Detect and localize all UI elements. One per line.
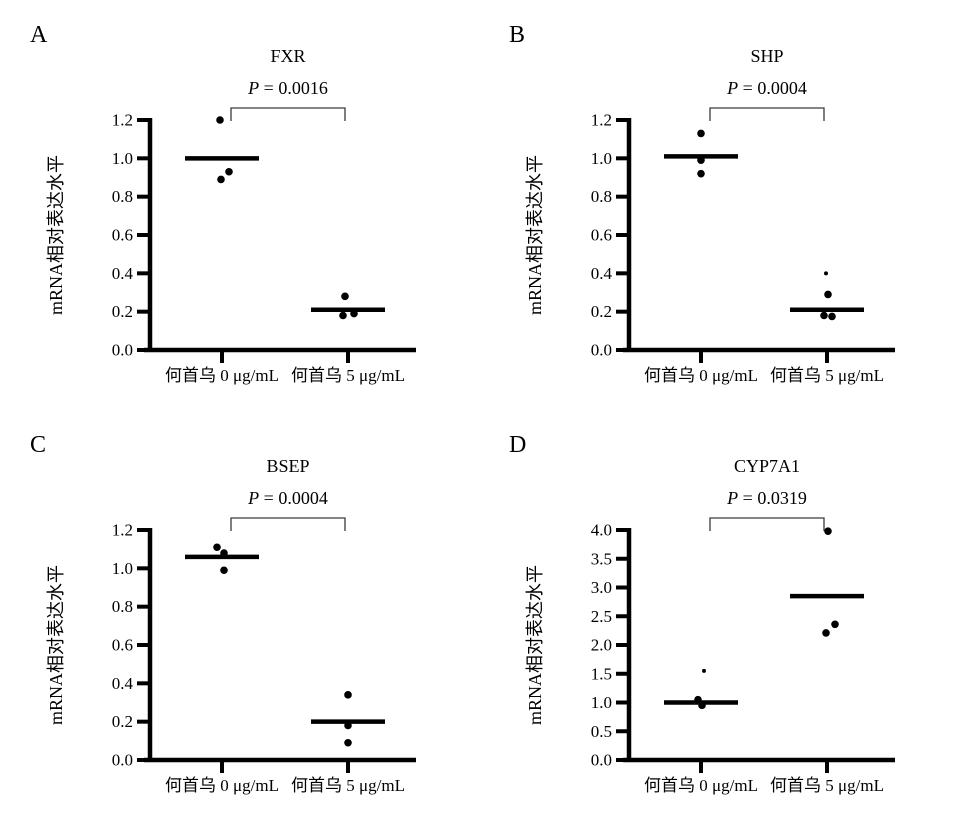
y-tick-label: 0.6 [591, 226, 612, 245]
y-tick-label: 1.2 [591, 111, 612, 130]
p-value-label: P = 0.0004 [726, 78, 807, 98]
data-point [702, 668, 706, 673]
y-axis-title: mRNA相对表达水平 [525, 565, 545, 725]
y-tick-label: 1.0 [112, 149, 133, 168]
y-tick-label: 0.4 [591, 264, 613, 283]
data-point [831, 620, 839, 629]
data-point [344, 738, 352, 747]
y-tick-label: 0.0 [112, 341, 133, 360]
data-point [225, 167, 233, 176]
data-point [341, 292, 349, 301]
y-tick-label: 0.0 [591, 751, 612, 770]
panel-b-chart: B SHP P = 0.0004 0.0 0.2 0.4 0.6 0.8 1.0 1.2 mRNA相… [509, 22, 895, 385]
y-tick-label: 0.2 [591, 302, 612, 321]
y-tick-label: 0.2 [112, 302, 133, 321]
y-tick-label: 4.0 [591, 521, 612, 540]
y-tick-label: 0.8 [112, 187, 133, 206]
panel-letter: C [30, 432, 46, 458]
x-category-label: 何首乌 0 μg/mL [644, 776, 758, 795]
significance-bracket [709, 517, 825, 531]
data-point [344, 721, 352, 730]
data-point [220, 549, 228, 557]
y-tick-label: 1.2 [112, 111, 133, 130]
data-point [697, 169, 705, 178]
panel-title: FXR [270, 46, 305, 66]
data-point [828, 312, 836, 321]
y-axis-title: mRNA相对表达水平 [46, 565, 66, 725]
y-tick-label: 0.0 [591, 341, 612, 360]
p-value-label: P = 0.0004 [247, 488, 328, 508]
data-point [824, 290, 832, 299]
y-axis-title: mRNA相对表达水平 [525, 155, 545, 315]
y-tick-label: 1.0 [112, 559, 133, 578]
x-category-label: 何首乌 5 μg/mL [291, 776, 405, 795]
x-category-label: 何首乌 5 μg/mL [770, 366, 884, 385]
y-tick-label: 0.4 [112, 264, 134, 283]
panel-title: CYP7A1 [734, 456, 800, 476]
x-category-label: 何首乌 5 μg/mL [770, 776, 884, 795]
data-point [344, 691, 352, 699]
panel-c-chart: C BSEP P = 0.0004 0.0 0.2 0.4 0.6 0.8 1.0 1.2 mRNA… [30, 432, 416, 795]
y-tick-label: 3.5 [591, 549, 612, 568]
y-tick-label: 2.0 [591, 636, 612, 655]
y-tick-label: 0.5 [591, 722, 612, 741]
data-point [339, 311, 347, 320]
data-point [217, 175, 225, 184]
data-point [350, 309, 358, 318]
data-point [216, 116, 224, 124]
data-point [698, 701, 706, 710]
x-category-label: 何首乌 0 μg/mL [165, 366, 279, 385]
data-point [694, 695, 702, 704]
y-tick-label: 1.5 [591, 664, 612, 683]
y-tick-label: 0.6 [112, 226, 133, 245]
y-tick-label: 1.0 [591, 149, 612, 168]
y-tick-label: 0.8 [112, 597, 133, 616]
data-point [697, 129, 705, 138]
x-category-label: 何首乌 5 μg/mL [291, 366, 405, 385]
panel-letter: B [509, 22, 525, 48]
data-point [824, 271, 828, 276]
significance-bracket [709, 107, 825, 121]
y-axis-title: mRNA相对表达水平 [46, 155, 66, 315]
x-category-label: 何首乌 0 μg/mL [644, 366, 758, 385]
data-point [220, 566, 228, 575]
panel-d-chart: D CYP7A1 P = 0.0319 0.0 0.5 1.0 1.5 2.0 2.5 3.0 3.… [509, 432, 895, 795]
x-category-label: 何首乌 0 μg/mL [165, 776, 279, 795]
p-value-label: P = 0.0016 [247, 78, 328, 98]
data-point [824, 527, 832, 535]
p-value-label: P = 0.0319 [726, 488, 807, 508]
significance-bracket [230, 107, 346, 121]
significance-bracket [230, 517, 346, 531]
panel-letter: D [509, 432, 526, 458]
y-tick-label: 3.0 [591, 578, 612, 597]
panel-letter: A [30, 22, 48, 48]
data-point [822, 629, 830, 637]
y-tick-label: 0.0 [112, 751, 133, 770]
y-tick-label: 2.5 [591, 607, 612, 626]
y-tick-label: 0.4 [112, 674, 134, 693]
data-point [697, 156, 705, 165]
panel-title: BSEP [266, 456, 309, 476]
data-point [820, 311, 828, 320]
panel-title: SHP [750, 46, 783, 66]
y-tick-label: 0.8 [591, 187, 612, 206]
y-tick-label: 1.2 [112, 521, 133, 540]
y-tick-label: 1.0 [591, 693, 612, 712]
data-point [213, 543, 221, 552]
y-tick-label: 0.6 [112, 636, 133, 655]
y-tick-label: 0.2 [112, 712, 133, 731]
panel-a-chart: A FXR P = 0.0016 0.0 0.2 0.4 0.6 0.8 1.0 1.2 mRNA相… [30, 22, 416, 385]
